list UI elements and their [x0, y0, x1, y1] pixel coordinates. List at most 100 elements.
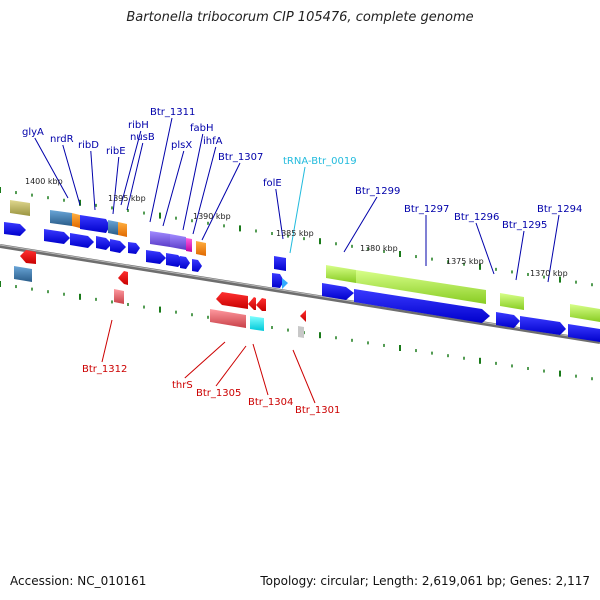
cog-features [10, 200, 600, 322]
leader-line [201, 162, 241, 241]
gene-feature [196, 241, 206, 256]
gene-label-top[interactable]: ribH [128, 120, 149, 131]
gene-feature [128, 242, 140, 254]
reverse-genes [14, 250, 306, 338]
label-leader-lines [34, 117, 560, 404]
gene-feature [118, 222, 127, 237]
gene-feature [186, 238, 192, 252]
gene-feature [282, 278, 288, 289]
tick-marks [0, 187, 593, 381]
accession-text: Accession: NC_010161 [10, 574, 147, 588]
gene-label-top[interactable]: glyA [22, 127, 44, 138]
leader-line [162, 150, 185, 227]
leader-line [149, 117, 173, 223]
gene-label-top[interactable]: Btr_1299 [355, 186, 400, 197]
topology-summary: Topology: circular; Length: 2,619,061 bp… [260, 574, 590, 588]
gene-label-bottom[interactable]: thrS [172, 380, 193, 391]
gene-label-top[interactable]: tRNA-Btr_0019 [283, 156, 357, 167]
gene-feature [50, 210, 72, 226]
gene-feature [570, 304, 600, 322]
gene-feature [170, 234, 186, 250]
genome-backbone [0, 244, 600, 344]
gene-feature [500, 293, 524, 310]
leader-line [112, 156, 120, 215]
gene-label-bottom[interactable]: Btr_1304 [248, 397, 293, 408]
leader-line [192, 146, 217, 235]
gene-label-bottom[interactable]: Btr_1305 [196, 388, 241, 399]
gene-feature [250, 316, 264, 331]
gene-label-top[interactable]: fabH [190, 123, 214, 134]
gene-label-top[interactable]: Btr_1297 [404, 204, 449, 215]
gene-feature [496, 312, 520, 328]
leader-line [215, 345, 247, 387]
gene-label-top[interactable]: Btr_1294 [537, 204, 582, 215]
leader-line [182, 133, 204, 231]
leader-line [90, 150, 96, 211]
leader-line [515, 230, 525, 281]
gene-feature [4, 222, 26, 236]
gene-label-top[interactable]: nusB [130, 132, 155, 143]
gene-feature [108, 220, 118, 235]
gene-label-top[interactable]: nrdR [50, 134, 74, 145]
gene-feature [146, 250, 166, 264]
kbp-tick-label: 1385 kbp [276, 229, 314, 238]
gene-feature [568, 324, 600, 342]
gene-feature [520, 316, 566, 335]
gene-label-top[interactable]: plsX [171, 140, 192, 151]
gene-feature [354, 289, 490, 323]
leader-line [34, 137, 69, 199]
leader-line [547, 214, 560, 283]
gene-feature [210, 309, 246, 328]
gene-feature [166, 253, 184, 267]
gene-feature [192, 259, 202, 272]
leader-line [101, 319, 113, 363]
gene-feature [322, 283, 354, 300]
leader-line [252, 343, 269, 396]
gene-label-top[interactable]: ribE [106, 146, 126, 157]
gene-label-top[interactable]: ribD [78, 140, 99, 151]
gene-labels: 1400 kbp 1395 kbp 1390 kbp 1385 kbp 1380 kbp… [22, 107, 582, 416]
forward-genes [4, 222, 600, 342]
gene-feature [118, 271, 128, 285]
leader-line [275, 188, 284, 240]
leader-line [126, 142, 144, 211]
map-title: Bartonella tribocorum CIP 105476, comple… [126, 10, 474, 25]
leader-line [62, 144, 81, 206]
gene-label-top[interactable]: Btr_1296 [454, 212, 499, 223]
gene-label-bottom[interactable]: Btr_1301 [295, 405, 340, 416]
gene-feature [10, 200, 30, 216]
kbp-tick-label: 1375 kbp [446, 257, 484, 266]
gene-feature [72, 213, 80, 228]
leader-line [120, 130, 142, 206]
gene-feature [114, 289, 124, 304]
gene-label-top[interactable]: Btr_1307 [218, 152, 263, 163]
gene-feature [356, 270, 486, 304]
gene-feature [300, 310, 306, 322]
leader-line [292, 349, 316, 404]
gene-label-top[interactable]: ihfA [203, 136, 223, 147]
gene-feature [150, 231, 170, 247]
gene-feature [298, 326, 304, 338]
leader-line [289, 166, 306, 254]
kbp-tick-label: 1395 kbp [108, 194, 146, 203]
gene-feature [326, 265, 356, 283]
gene-feature [20, 250, 36, 264]
gene-feature [96, 236, 112, 250]
gene-label-top[interactable]: Btr_1311 [150, 107, 195, 118]
kbp-tick-label: 1380 kbp [360, 244, 398, 253]
leader-line [343, 196, 378, 253]
gene-label-top[interactable]: Btr_1295 [502, 220, 547, 231]
gene-feature [80, 215, 110, 233]
gene-feature [180, 256, 190, 269]
gene-feature [272, 273, 284, 288]
gene-feature [70, 233, 94, 248]
gene-label-top[interactable]: folE [263, 178, 282, 189]
gene-label-bottom[interactable]: Btr_1312 [82, 364, 127, 375]
gene-feature [216, 292, 248, 309]
gene-feature [274, 256, 286, 271]
gene-feature [248, 297, 256, 310]
kbp-tick-label: 1390 kbp [193, 212, 231, 221]
gene-feature [256, 298, 266, 311]
